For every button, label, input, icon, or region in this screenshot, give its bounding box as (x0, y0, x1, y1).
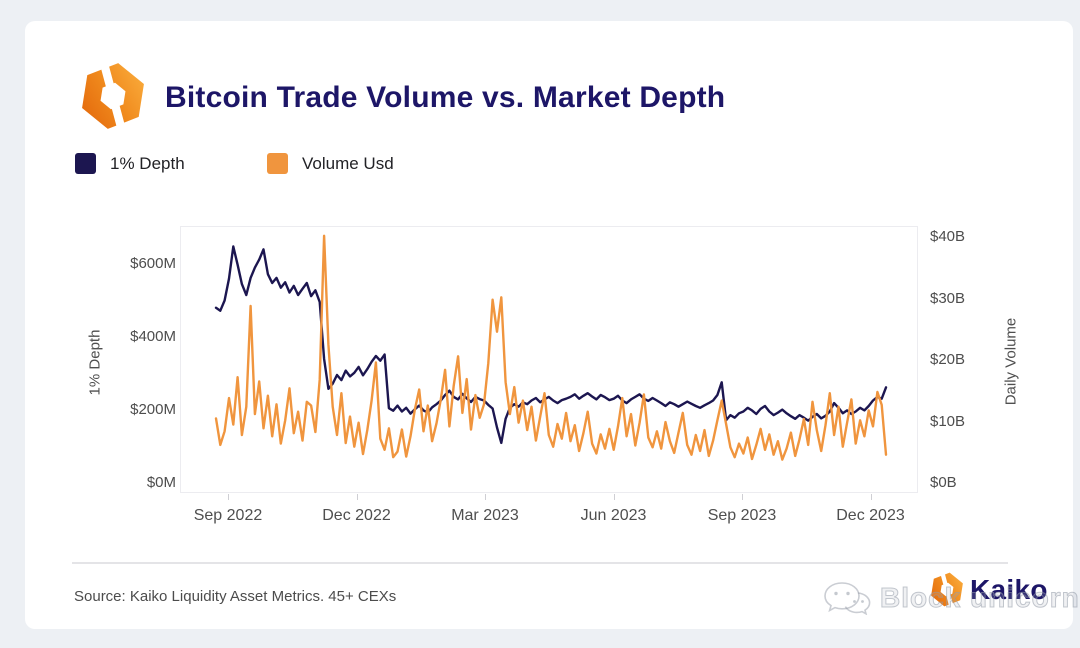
kaiko-logo-icon (82, 56, 144, 136)
x-axis-tick: Sep 2022 (193, 507, 263, 524)
page-title: Bitcoin Trade Volume vs. Market Depth (165, 81, 726, 114)
right-axis-tick: $20B (930, 351, 966, 368)
x-axis-tickmark (228, 494, 229, 500)
right-axis-tick: $10B (930, 412, 966, 430)
x-axis-tick: Dec 2023 (836, 507, 905, 524)
x-axis-tick: Jun 2023 (580, 507, 647, 524)
depth-line-series (214, 245, 888, 445)
right-axis-tick: $30B (930, 289, 966, 307)
source-note: Source: Kaiko Liquidity Asset Metrics. 4… (74, 588, 397, 605)
volume-line-series (214, 234, 888, 461)
right-axis-tick: $40B (930, 228, 966, 245)
left-axis-tick: $200M (130, 401, 176, 418)
left-axis-tick: $400M (130, 328, 176, 345)
right-axis-tick: $0B (930, 474, 957, 491)
x-axis-tickmark (870, 494, 872, 500)
kaiko-brand: Kaiko (928, 569, 1048, 610)
left-axis-tick: $0M (146, 474, 176, 491)
left-axis-tick: $600M (130, 255, 176, 272)
footer-divider (72, 562, 1008, 564)
depth-legend-label: 1% Depth (110, 153, 185, 173)
x-axis-tickmark (613, 494, 615, 500)
x-axis-tick: Sep 2023 (707, 507, 777, 524)
depth-legend-swatch (75, 153, 96, 174)
volume-legend-swatch (267, 153, 288, 174)
x-axis-tickmark (356, 494, 358, 500)
x-axis-tick: Mar 2023 (451, 507, 519, 524)
x-axis-tickmark (485, 494, 486, 500)
line-chart (214, 234, 888, 461)
volume-legend-label: Volume Usd (302, 153, 394, 173)
legend-item-volume: Volume Usd (267, 153, 394, 174)
right-axis-title: Daily Volume (1002, 317, 1020, 406)
x-axis-tickmark (742, 494, 743, 500)
kaiko-brand-icon (931, 569, 963, 610)
legend-item-depth: 1% Depth (75, 153, 185, 174)
x-axis-tick: Dec 2022 (322, 507, 391, 524)
plot-area (180, 226, 918, 493)
kaiko-brand-name: Kaiko (970, 573, 1048, 605)
